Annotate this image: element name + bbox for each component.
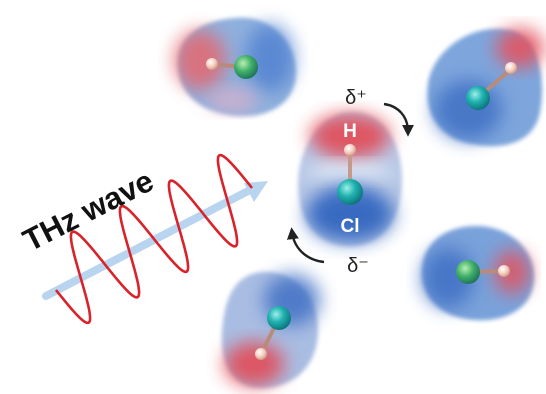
thz-sine-wave: [54, 153, 254, 325]
molecule-top-right: [427, 28, 544, 147]
chlorine-atom: [234, 55, 258, 79]
molecule-bottom-right: [421, 226, 535, 321]
hydrogen-atom: [505, 62, 517, 74]
chlorine-atom: [456, 260, 480, 284]
clockwise-arrow-upper: [383, 102, 414, 137]
chlorine-label: Cl: [341, 216, 360, 237]
molecule-center: H Cl: [298, 112, 402, 246]
hydrogen-atom: [498, 265, 510, 277]
molecule-top-left: [174, 17, 296, 117]
hydrogen-atom: [344, 144, 356, 156]
molecule-bottom-center: [221, 271, 320, 389]
hydrogen-atom: [206, 58, 218, 70]
chlorine-atom: [337, 179, 363, 205]
hydrogen-label: H: [343, 121, 357, 142]
clockwise-arrow-lower: [286, 227, 325, 264]
delta-plus-label: δ⁺: [345, 87, 367, 109]
hydrogen-atom: [255, 348, 267, 360]
delta-minus-label: δ⁻: [347, 255, 369, 277]
chlorine-atom: [466, 86, 490, 110]
chlorine-atom: [267, 306, 291, 330]
